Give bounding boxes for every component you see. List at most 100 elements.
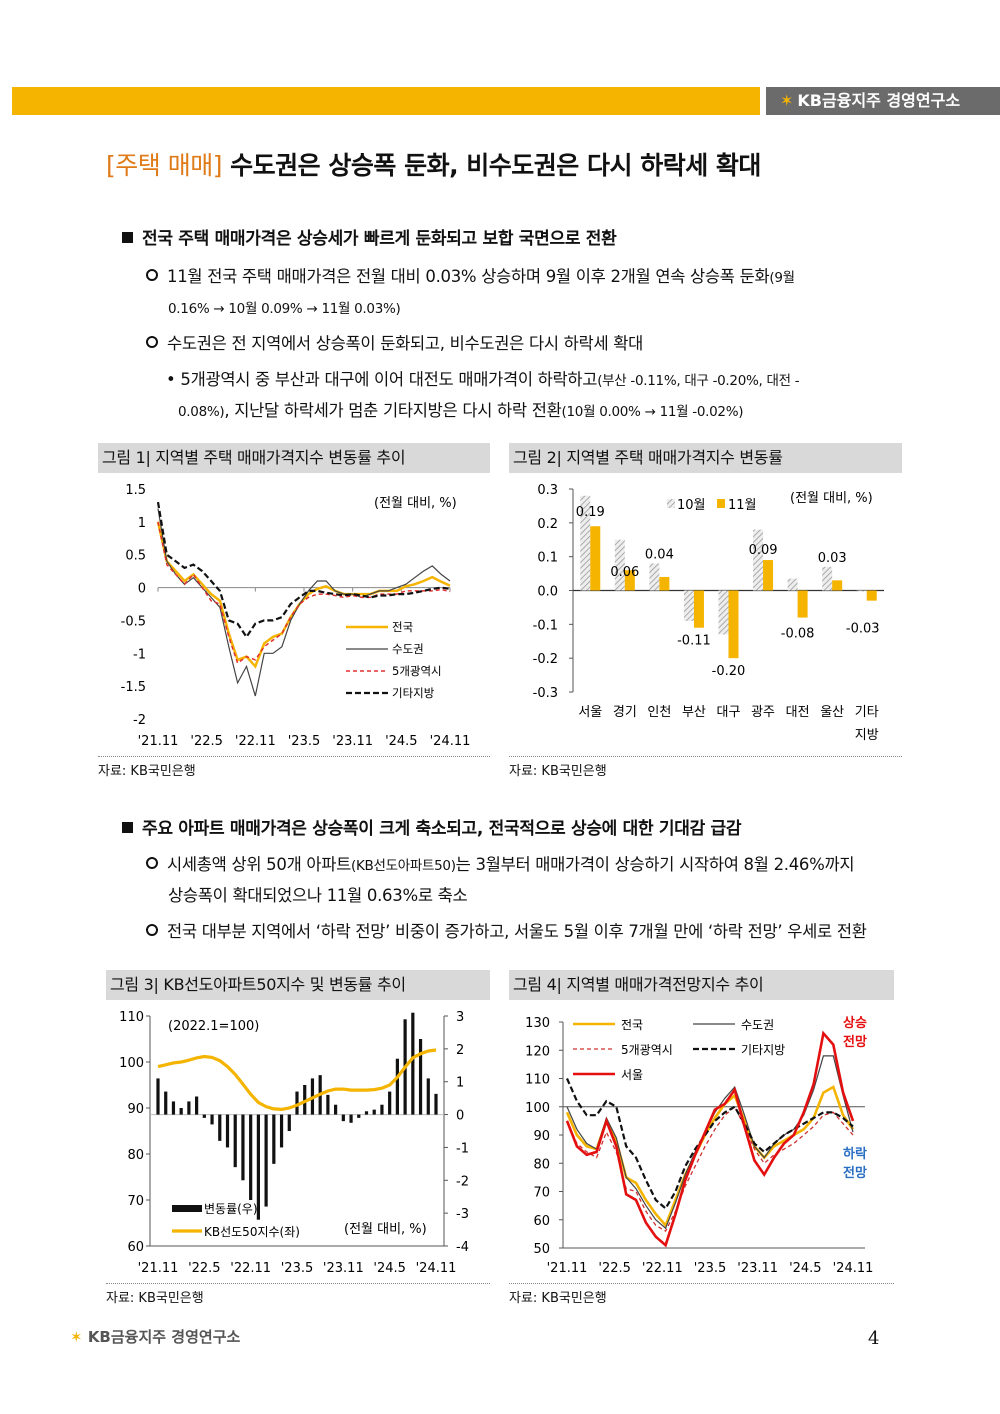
figure1-svg: 1.5 1 0.5 0 -0.5 -1 -1.5 -2 '21.11 '22.5 '22.11 '23… [121,483,471,749]
legend-swatch-nov [717,499,725,508]
series-line-3 [156,501,451,639]
series-line-4 [565,1030,855,1248]
figure4-chart: 130 120 110 100 90 80 70 60 50 '21.11 '22.5 '22.11 '… [509,1002,894,1282]
change-bar [287,1114,291,1131]
square-bullet-icon [122,822,133,833]
change-bar [349,1114,353,1123]
section2-paragraph-2: 전국 대부분 지역에서 ‘하락 전망’ 비중이 증가하고, 서울도 5월 이후 … [146,917,896,946]
legend-label: 10월 [677,498,706,513]
x-tick-label: '22.5 [190,734,223,749]
bar-oct [683,590,694,621]
y-left-tick-label: 80 [127,1148,144,1163]
x-tick-label: '21.11 [138,734,179,749]
change-bar [372,1109,376,1115]
bar-oct [753,529,764,591]
change-bar [395,1058,399,1115]
footer-brand: ✶ KB금융지주 경영연구소 [70,1328,241,1346]
figure3-source: 자료: KB국민은행 [106,1291,204,1306]
figure4-source: 자료: KB국민은행 [509,1291,607,1306]
data-label: 0.03 [818,551,847,566]
change-bar [241,1114,245,1181]
change-bar [179,1108,183,1115]
x-tick-label: '24.11 [833,1261,874,1276]
header-brand: ✶ KB금융지주 경영연구소 [766,87,1000,115]
figure4-divider [509,1283,894,1284]
section1-heading: 전국 주택 매매가격은 상승세가 빠르게 둔화되고 보합 국면으로 전환 [122,224,617,249]
data-label: 0.19 [576,505,605,520]
change-bar [272,1114,276,1164]
bar-oct [649,563,660,591]
change-bar [164,1091,168,1115]
y-tick-label: -2 [133,713,146,728]
x-tick-label: '22.5 [598,1261,631,1276]
change-bar [210,1114,214,1125]
change-bar [171,1101,176,1115]
change-bar [334,1104,338,1115]
legend-swatch-bar [172,1205,202,1212]
y-right-tick-label: 3 [456,1010,464,1025]
bar-oct [614,539,625,591]
annotation-down-line2: 전망 [843,1165,867,1181]
y-left-tick-label: 90 [127,1102,144,1117]
change-bar [426,1078,430,1115]
change-bar [364,1111,369,1115]
y-right-tick-label: -3 [456,1207,469,1222]
x-tick-label: '24.5 [789,1261,822,1276]
legend-label: 변동률(우) [204,1202,258,1216]
change-bar [380,1104,384,1115]
circle-bullet-icon [146,924,158,936]
x-tick-label: '22.5 [188,1261,221,1276]
change-bar [264,1114,268,1207]
change-bar [418,1039,423,1115]
bar-oct [822,566,833,591]
y-tick-label: 0.0 [537,585,558,600]
y-tick-label: -0.1 [533,618,558,633]
x-tick-label: '23.11 [323,1261,364,1276]
figure1-title: 그림 1| 지역별 주택 매매가격지수 변동률 추이 [98,443,490,473]
data-label: 0.09 [749,543,778,558]
y-tick-label: -0.5 [121,614,146,629]
y-tick-label: 50 [533,1242,550,1257]
series-line-1 [157,508,451,697]
change-bar [256,1114,260,1220]
circle-bullet-icon [146,336,158,348]
x-tick-label: '23.11 [332,734,373,749]
figure4-title: 그림 4| 지역별 매매가격전망지수 추이 [509,970,894,1000]
change-bar [357,1114,361,1118]
bar-nov [590,526,601,591]
y-tick-label: 0 [138,582,146,597]
legend-label: 기타지방 [741,1043,785,1057]
series-line-2 [566,1105,854,1233]
bar-oct [718,590,729,635]
unit-note: (전월 대비, %) [374,496,457,511]
figure2-divider [509,756,902,757]
y-left-tick-label: 60 [127,1240,144,1255]
figure1-divider [98,756,490,757]
y-tick-label: 0.2 [537,517,558,532]
x-tick-label: '22.11 [230,1261,271,1276]
legend-label: 기타지방 [392,686,435,700]
y-tick-label: 120 [525,1044,550,1059]
y-left-tick-label: 100 [119,1056,144,1071]
circle-bullet-icon [146,269,158,281]
x-tick-label: '23.5 [288,734,321,749]
legend-label: KB선도50지수(좌) [204,1225,300,1239]
bar-nov [659,576,670,591]
kb-star-icon: ✶ [780,91,794,110]
change-bar [218,1114,222,1141]
section2-paragraph-1: 시세총액 상위 50개 아파트(KB선도아파트50)는 3월부터 매매가격이 상… [146,850,896,910]
y-tick-label: 90 [533,1129,550,1144]
figure2-source: 자료: KB국민은행 [509,764,607,779]
x-tick-label: '22.11 [235,734,276,749]
change-bar [295,1091,299,1115]
y-right-tick-label: 1 [456,1076,464,1091]
data-label: 0.04 [645,547,674,562]
bar-nov [763,560,774,591]
section1-paragraph-3: • 5개광역시 중 부산과 대구에 이어 대전도 매매가격이 하락하고(부산 -… [166,370,800,420]
section1-paragraph-1: 11월 전국 주택 매매가격은 전월 대비 0.03% 상승하며 9월 이후 2… [146,262,896,324]
x-tick-label: '23.11 [737,1261,778,1276]
bar-oct [787,578,798,591]
page-number: 4 [868,1328,880,1349]
y-tick-label: 1.5 [125,483,146,498]
figure2-svg: 0.3 0.2 0.1 0.0 -0.1 -0.2 -0.3 서울 0.19 경기 0.06 인천 0.… [533,483,884,743]
